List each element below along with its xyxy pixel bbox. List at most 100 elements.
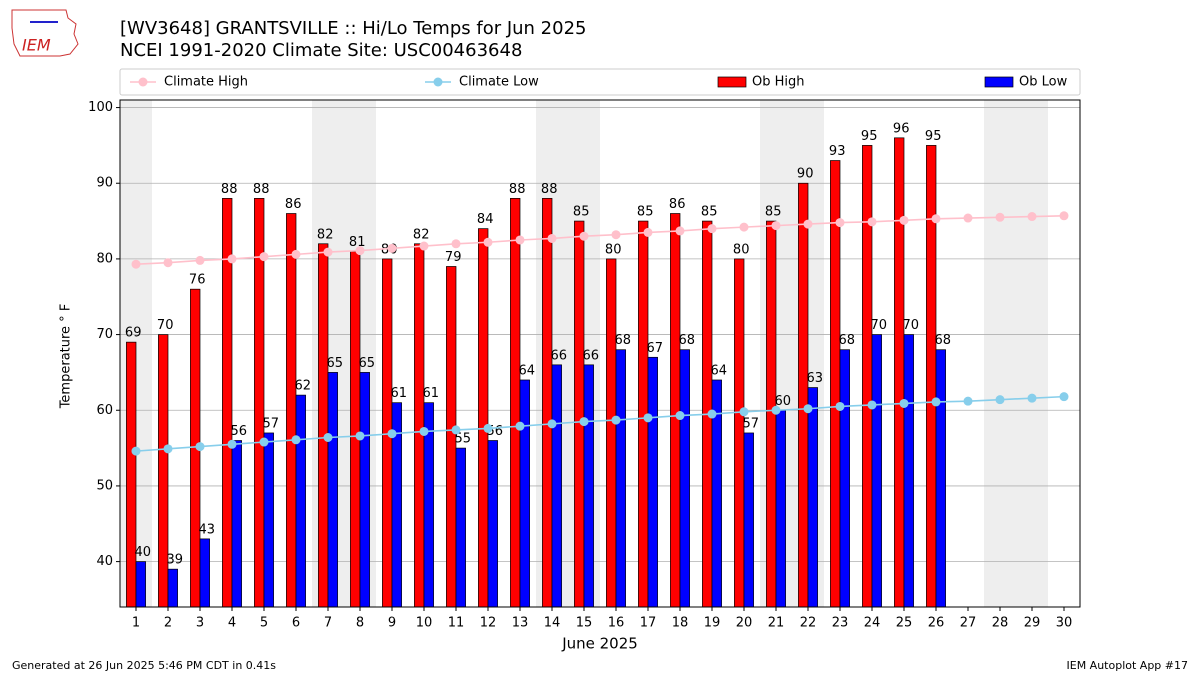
y-axis-label: Temperature ° F bbox=[59, 304, 74, 410]
value-label: 64 bbox=[711, 363, 728, 378]
logo-text: IEM bbox=[22, 36, 51, 55]
logo: IEM bbox=[11, 9, 79, 57]
value-label: 70 bbox=[157, 318, 174, 333]
x-tick-label: 2 bbox=[164, 616, 172, 631]
bar bbox=[574, 220, 585, 608]
line-marker bbox=[579, 231, 589, 241]
x-axis-label: June 2025 bbox=[561, 635, 638, 653]
bar bbox=[231, 440, 242, 608]
value-label: 88 bbox=[221, 182, 238, 197]
value-label: 57 bbox=[743, 416, 760, 431]
line-marker bbox=[291, 249, 301, 259]
value-label: 61 bbox=[391, 386, 408, 401]
weekend-shade bbox=[984, 100, 1016, 607]
line-marker bbox=[131, 446, 141, 456]
bar bbox=[894, 137, 905, 608]
line-marker bbox=[547, 419, 557, 429]
x-tick-label: 15 bbox=[576, 616, 593, 631]
line-marker bbox=[643, 227, 653, 237]
bar bbox=[871, 334, 882, 608]
value-label: 86 bbox=[285, 197, 302, 212]
value-label: 88 bbox=[509, 182, 526, 197]
x-tick-label: 27 bbox=[960, 616, 977, 631]
bar bbox=[359, 372, 370, 608]
line-marker bbox=[707, 224, 717, 234]
value-label: 55 bbox=[455, 432, 472, 447]
legend-box bbox=[119, 68, 1081, 96]
line-marker bbox=[259, 252, 269, 262]
x-tick-label: 26 bbox=[928, 616, 945, 631]
line bbox=[135, 395, 1065, 452]
value-label: 65 bbox=[327, 356, 344, 371]
x-tick-label: 30 bbox=[1056, 616, 1073, 631]
x-tick-label: 24 bbox=[864, 616, 881, 631]
value-label: 93 bbox=[829, 144, 846, 159]
bar bbox=[327, 372, 338, 608]
bar bbox=[647, 356, 658, 608]
line-marker bbox=[419, 426, 429, 436]
line-marker bbox=[1059, 392, 1069, 402]
y-tick-label: 40 bbox=[96, 554, 113, 569]
value-label: 80 bbox=[733, 242, 750, 257]
bar bbox=[935, 349, 946, 608]
y-tick-label: 50 bbox=[96, 478, 113, 493]
line-marker bbox=[451, 239, 461, 249]
bar bbox=[903, 334, 914, 608]
value-label: 62 bbox=[295, 379, 312, 394]
value-label: 90 bbox=[797, 167, 814, 182]
x-tick-label: 10 bbox=[416, 616, 433, 631]
line-marker bbox=[387, 429, 397, 439]
bar bbox=[199, 538, 210, 608]
line-marker bbox=[323, 432, 333, 442]
line-marker bbox=[643, 413, 653, 423]
bar bbox=[775, 409, 786, 608]
value-label: 82 bbox=[413, 227, 430, 242]
value-label: 88 bbox=[541, 182, 558, 197]
line bbox=[135, 214, 1065, 266]
value-label: 68 bbox=[839, 333, 856, 348]
x-tick-label: 25 bbox=[896, 616, 913, 631]
x-tick-label: 28 bbox=[992, 616, 1009, 631]
line-marker bbox=[995, 395, 1005, 405]
line-marker bbox=[771, 405, 781, 415]
bar bbox=[455, 447, 466, 608]
line-marker bbox=[963, 213, 973, 223]
bar bbox=[510, 198, 521, 608]
y-tick-label: 70 bbox=[96, 327, 113, 342]
value-label: 64 bbox=[519, 363, 536, 378]
plot-frame bbox=[119, 99, 1081, 608]
x-tick-label: 9 bbox=[388, 616, 396, 631]
x-tick-label: 16 bbox=[608, 616, 625, 631]
x-tick-label: 8 bbox=[356, 616, 364, 631]
value-label: 70 bbox=[871, 318, 888, 333]
value-label: 85 bbox=[701, 205, 718, 220]
line-marker bbox=[739, 222, 749, 232]
bar bbox=[519, 379, 530, 608]
line-marker bbox=[931, 214, 941, 224]
y-tick-label: 100 bbox=[88, 100, 113, 115]
bar bbox=[862, 145, 873, 608]
bar bbox=[798, 182, 809, 608]
line-marker bbox=[1059, 211, 1069, 221]
footer-right: IEM Autoplot App #17 bbox=[1067, 659, 1189, 672]
legend-label: Ob High bbox=[752, 75, 805, 90]
legend-marker bbox=[138, 77, 148, 87]
line-marker bbox=[227, 439, 237, 449]
value-label: 63 bbox=[807, 371, 824, 386]
line-marker bbox=[611, 230, 621, 240]
line-marker bbox=[355, 431, 365, 441]
value-label: 61 bbox=[423, 386, 440, 401]
line-marker bbox=[515, 421, 525, 431]
x-tick-label: 13 bbox=[512, 616, 529, 631]
line-marker bbox=[419, 241, 429, 251]
x-tick-label: 21 bbox=[768, 616, 785, 631]
value-label: 96 bbox=[893, 121, 910, 136]
bar bbox=[743, 432, 754, 608]
value-label: 70 bbox=[903, 318, 920, 333]
line-marker bbox=[387, 243, 397, 253]
line-marker bbox=[707, 409, 717, 419]
line-marker bbox=[195, 442, 205, 452]
value-label: 85 bbox=[637, 205, 654, 220]
line-marker bbox=[355, 246, 365, 256]
line-marker bbox=[739, 407, 749, 417]
